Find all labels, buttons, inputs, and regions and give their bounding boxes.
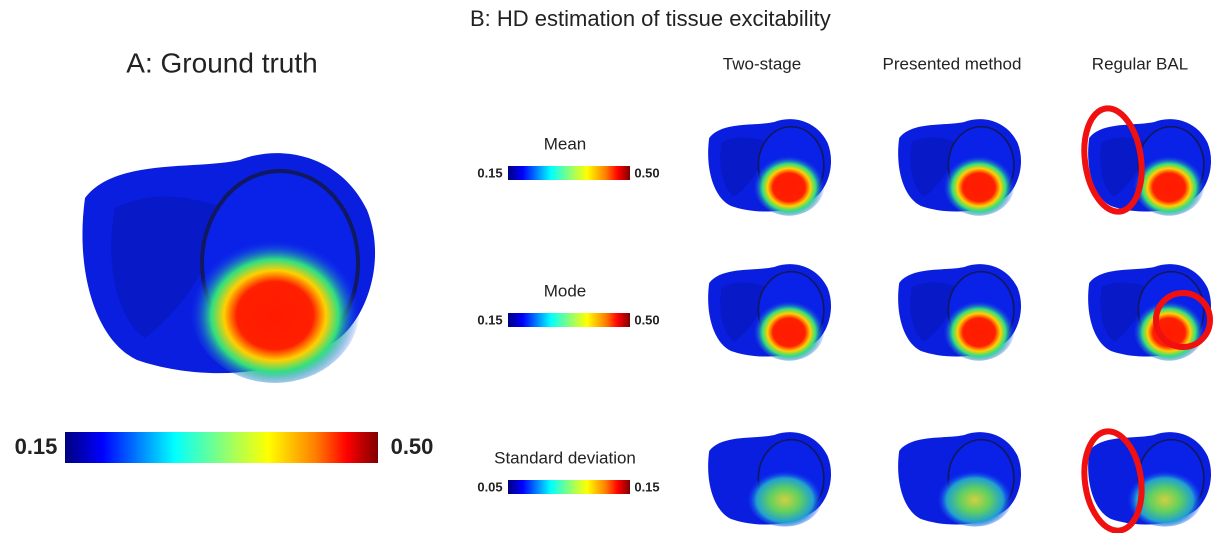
ground-truth-heart [80,151,378,385]
colorbar-max: 0.50 [391,434,434,459]
highlight-circle [1081,428,1145,533]
highlight-circle [1081,105,1145,215]
colorbar [65,432,378,463]
panel-b-title: B: HD estimation of tissue excitability [470,6,831,31]
row-colorbar-max: 0.50 [634,312,659,327]
row-colorbar-min: 0.15 [477,312,502,327]
column-header: Presented method [883,54,1022,73]
column-header: Regular BAL [1092,54,1188,73]
estimate-heart [707,118,832,217]
estimate-heart [707,431,832,528]
row-colorbar [508,480,630,494]
row-colorbar [508,313,630,327]
row-colorbar-max: 0.50 [634,165,659,180]
row-label: Mean [544,134,587,153]
row-colorbar-min: 0.15 [477,165,502,180]
highlight-circle [1153,290,1213,350]
colorbar-min: 0.15 [15,434,58,459]
estimate-heart [707,263,832,362]
estimate-heart [897,263,1022,362]
column-header: Two-stage [723,54,801,73]
row-label: Mode [544,281,587,300]
estimate-heart [897,118,1022,217]
estimate-heart [897,431,1022,528]
row-colorbar-min: 0.05 [477,479,502,494]
row-colorbar-max: 0.15 [634,479,659,494]
panel-a-title: A: Ground truth [126,47,317,78]
estimate-heart [1087,118,1212,217]
estimate-heart [1087,431,1212,528]
row-colorbar [508,166,630,180]
row-label: Standard deviation [494,448,636,467]
